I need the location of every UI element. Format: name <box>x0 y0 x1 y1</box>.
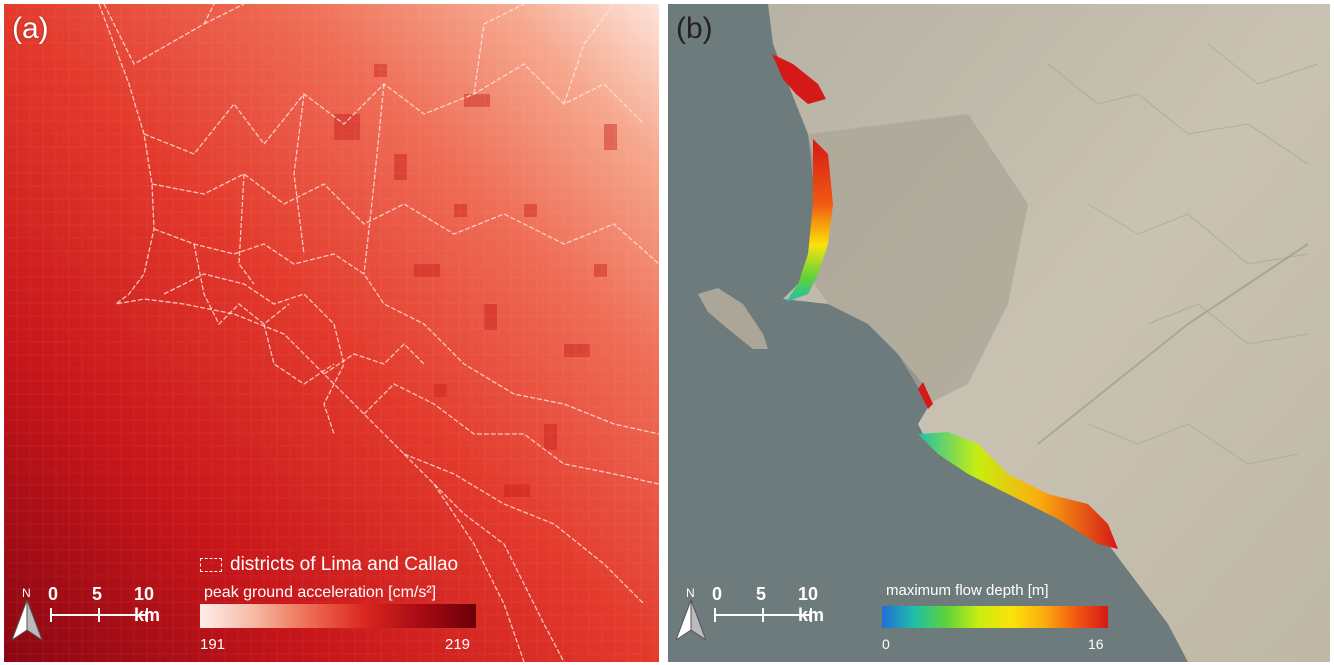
pga-raster-map <box>4 4 659 662</box>
pga-min-label: 191 <box>200 636 226 653</box>
inundation-coast-west <box>786 139 833 302</box>
pga-colorbar <box>200 604 476 628</box>
scale-label-5: 5 <box>92 584 103 604</box>
scale-label-10: 10 km <box>798 584 824 625</box>
flow-depth-max-label: 16 <box>1088 636 1104 652</box>
north-arrow: N <box>676 586 706 642</box>
panel-a-label: (a) <box>12 12 49 45</box>
north-arrow-icon <box>12 600 42 640</box>
urban-area <box>808 114 1028 404</box>
scale-tick <box>146 608 148 622</box>
district-legend-label: districts of Lima and Callao <box>230 554 459 575</box>
inundation-north <box>772 54 826 104</box>
district-boundaries <box>98 4 659 662</box>
north-letter: N <box>22 586 31 600</box>
scale-label-5: 5 <box>756 584 767 604</box>
flow-depth-colorbar <box>882 606 1108 628</box>
north-arrow: N <box>12 586 42 642</box>
scale-label-10: 10 km <box>134 584 160 625</box>
inundation-coast-south <box>918 432 1118 549</box>
scale-label-0: 0 <box>48 584 59 604</box>
flow-depth-min-label: 0 <box>882 636 890 652</box>
scale-tick <box>810 608 812 622</box>
satellite-basemap <box>668 4 1330 662</box>
panel-b-label: (b) <box>676 12 713 45</box>
scale-label-0: 0 <box>712 584 723 604</box>
inundation-point <box>918 382 933 409</box>
north-arrow-icon <box>676 600 706 640</box>
pga-max-label: 219 <box>445 636 471 653</box>
pga-colorbar-title: peak ground acceleration [cm/s²] <box>204 584 437 601</box>
island <box>698 288 768 349</box>
scale-bar: 0 5 10 km <box>712 584 832 625</box>
scale-tick <box>50 608 52 622</box>
scale-tick <box>98 608 100 622</box>
scale-tick <box>762 608 764 622</box>
flow-depth-colorbar-title: maximum flow depth [m] <box>886 582 1049 599</box>
district-boundary-swatch <box>200 558 222 572</box>
pga-map-panel: (a) N 0 5 10 km districts of Lima and Ca… <box>4 4 659 662</box>
scale-bar: 0 5 10 km <box>48 584 168 625</box>
river-valley <box>1037 243 1309 445</box>
flow-depth-legend: maximum flow depth [m] 0 16 <box>878 582 1118 656</box>
scale-tick <box>714 608 716 622</box>
terrain-ridges <box>1047 43 1319 465</box>
pga-legend: districts of Lima and Callao peak ground… <box>200 554 490 654</box>
north-letter: N <box>686 586 695 600</box>
flow-depth-map-panel: (b) N 0 5 10 km maximum flow depth [m] 0… <box>668 4 1330 662</box>
